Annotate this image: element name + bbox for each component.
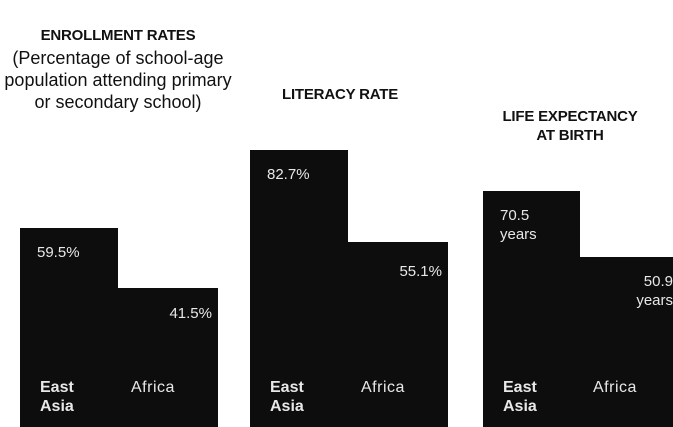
enrollment-bar-east-asia <box>20 228 118 427</box>
chart-title-enrollment: ENROLLMENT RATES (Percentage of school-a… <box>0 26 236 113</box>
literacy-bar-africa <box>348 242 448 427</box>
life-expectancy-value-label-east-asia: 70.5 years <box>500 207 537 243</box>
literacy-title: LITERACY RATE <box>281 86 399 103</box>
literacy-category-label-africa: Africa <box>361 379 405 396</box>
enrollment-value-label-east-asia: 59.5% <box>37 244 80 261</box>
chart-title-life-expectancy: LIFE EXPECTANCY AT BIRTH <box>500 107 640 145</box>
life-expectancy-category-label-africa: Africa <box>593 379 637 396</box>
enrollment-subtitle: (Percentage of school-age population att… <box>4 48 232 112</box>
literacy-bar-east-asia <box>250 150 348 427</box>
chart-title-literacy: LITERACY RATE <box>280 85 400 104</box>
enrollment-category-label-east-asia: East Asia <box>40 379 74 415</box>
enrollment-title: ENROLLMENT RATES <box>40 27 196 44</box>
enrollment-bar-africa <box>118 288 218 427</box>
literacy-value-label-africa: 55.1% <box>399 263 442 280</box>
enrollment-category-label-africa: Africa <box>131 379 175 396</box>
literacy-category-label-east-asia: East Asia <box>270 379 304 415</box>
life-expectancy-category-label-east-asia: East Asia <box>503 379 537 415</box>
life-expectancy-bar-east-asia <box>483 191 580 427</box>
life-expectancy-bar-africa <box>580 257 673 427</box>
life-expectancy-title: LIFE EXPECTANCY AT BIRTH <box>502 108 638 144</box>
enrollment-value-label-africa: 41.5% <box>169 305 212 322</box>
life-expectancy-value-label-africa: 50.9 years <box>636 273 673 309</box>
literacy-value-label-east-asia: 82.7% <box>267 166 310 183</box>
